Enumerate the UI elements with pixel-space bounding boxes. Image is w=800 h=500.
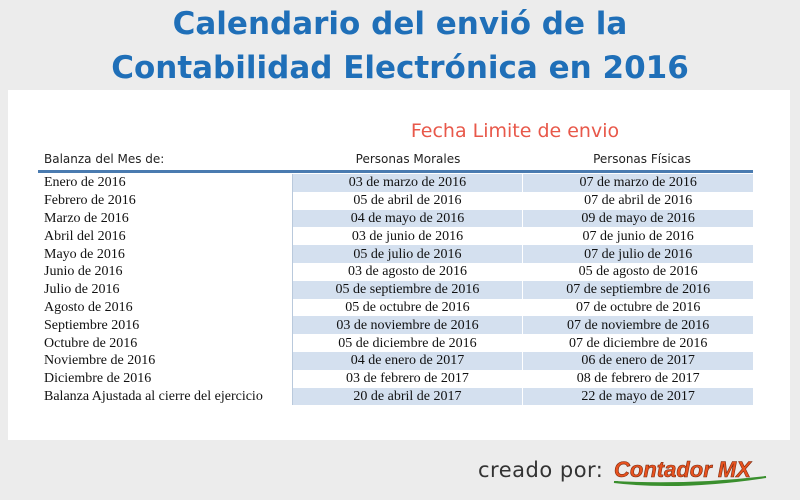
row-personas-morales-date: 20 de abril de 2017 [291,387,523,406]
table-row: Noviembre de 2016 04 de enero de 2017 06 d… [38,351,753,370]
page-title-line-2: Contabilidad Electrónica en 2016 [111,50,689,86]
table-row: Diciembre de 2016 03 de febrero de 2017 08… [38,369,753,388]
header-personas-morales: Personas Morales [355,152,461,166]
deadline-table-body: Enero de 2016 03 de marzo de 2016 07 de ma… [38,174,753,406]
row-personas-morales-date: 04 de mayo de 2016 [291,209,523,228]
table-row: Abril del 2016 03 de junio de 2016 07 de j… [38,227,753,246]
row-personas-morales-date: 03 de junio de 2016 [291,227,523,246]
section-title: Fecha Limite de envio [410,120,620,142]
table-row: Septiembre 2016 03 de noviembre de 2016 07… [38,316,753,335]
row-personas-morales-date: 04 de enero de 2017 [291,351,523,370]
row-personas-fisicas-date: 07 de octubre de 2016 [522,298,753,317]
row-personas-fisicas-date: 07 de noviembre de 2016 [522,316,753,335]
row-month: Junio de 2016 [44,264,123,280]
row-personas-fisicas-date: 06 de enero de 2017 [522,351,753,370]
row-personas-morales-date: 03 de febrero de 2017 [291,369,523,388]
row-month: Febrero de 2016 [44,193,136,209]
row-month: Noviembre de 2016 [44,353,156,369]
row-personas-fisicas-date: 07 de septiembre de 2016 [522,280,753,299]
contador-mx-logo: Contador MX [614,457,767,487]
row-personas-fisicas-date: 08 de febrero de 2017 [522,369,753,388]
table-row: Marzo de 2016 04 de mayo de 2016 09 de may… [38,209,753,228]
table-row: Agosto de 2016 05 de octubre de 2016 07 de… [38,298,753,317]
row-month: Mayo de 2016 [44,246,125,262]
header-divider [38,170,753,173]
row-personas-morales-date: 03 de noviembre de 2016 [291,316,523,335]
logo-text: Contador MX [614,457,752,482]
deadline-table: Enero de 2016 03 de marzo de 2016 07 de ma… [38,174,753,406]
table-row: Mayo de 2016 05 de julio de 2016 07 de jul… [38,245,753,263]
created-by-label: creado por: [478,458,604,482]
row-personas-morales-date: 05 de diciembre de 2016 [291,334,523,352]
table-row: Junio de 2016 03 de agosto de 2016 05 de a… [38,262,753,281]
row-personas-morales-date: 03 de agosto de 2016 [291,262,523,281]
page-title-line-1: Calendario del envió de la [172,6,628,42]
row-month: Agosto de 2016 [44,299,133,315]
header-month: Balanza del Mes de: [44,152,165,166]
row-month: Octubre de 2016 [44,335,138,351]
row-personas-fisicas-date: 07 de abril de 2016 [522,191,753,210]
table-row: Julio de 2016 05 de septiembre de 2016 07 … [38,280,753,299]
row-personas-morales-date: 05 de abril de 2016 [291,191,523,210]
row-month: Balanza Ajustada al cierre del ejercicio [44,388,263,404]
row-month: Septiembre 2016 [44,317,140,333]
row-personas-morales-date: 05 de julio de 2016 [291,245,523,263]
row-personas-fisicas-date: 07 de diciembre de 2016 [522,334,753,352]
row-personas-fisicas-date: 07 de julio de 2016 [522,245,753,263]
row-personas-morales-date: 05 de octubre de 2016 [291,298,523,317]
row-personas-fisicas-date: 07 de marzo de 2016 [522,174,753,192]
table-row: Balanza Ajustada al cierre del ejercicio… [38,387,753,406]
table-row: Octubre de 2016 05 de diciembre de 2016 07… [38,334,753,352]
row-personas-morales-date: 05 de septiembre de 2016 [291,280,523,299]
row-month: Marzo de 2016 [44,210,129,226]
header-personas-fisicas: Personas Físicas [593,152,691,166]
row-personas-morales-date: 03 de marzo de 2016 [291,174,523,192]
row-month: Diciembre de 2016 [44,371,152,387]
row-personas-fisicas-date: 05 de agosto de 2016 [522,262,753,281]
row-personas-fisicas-date: 07 de junio de 2016 [522,227,753,246]
row-personas-fisicas-date: 09 de mayo de 2016 [522,209,753,228]
table-row: Febrero de 2016 05 de abril de 2016 07 de … [38,191,753,210]
row-personas-fisicas-date: 22 de mayo de 2017 [522,387,753,406]
table-row: Enero de 2016 03 de marzo de 2016 07 de ma… [38,174,753,192]
row-month: Abril del 2016 [44,228,126,244]
row-month: Julio de 2016 [44,282,120,298]
row-month: Enero de 2016 [44,175,126,191]
